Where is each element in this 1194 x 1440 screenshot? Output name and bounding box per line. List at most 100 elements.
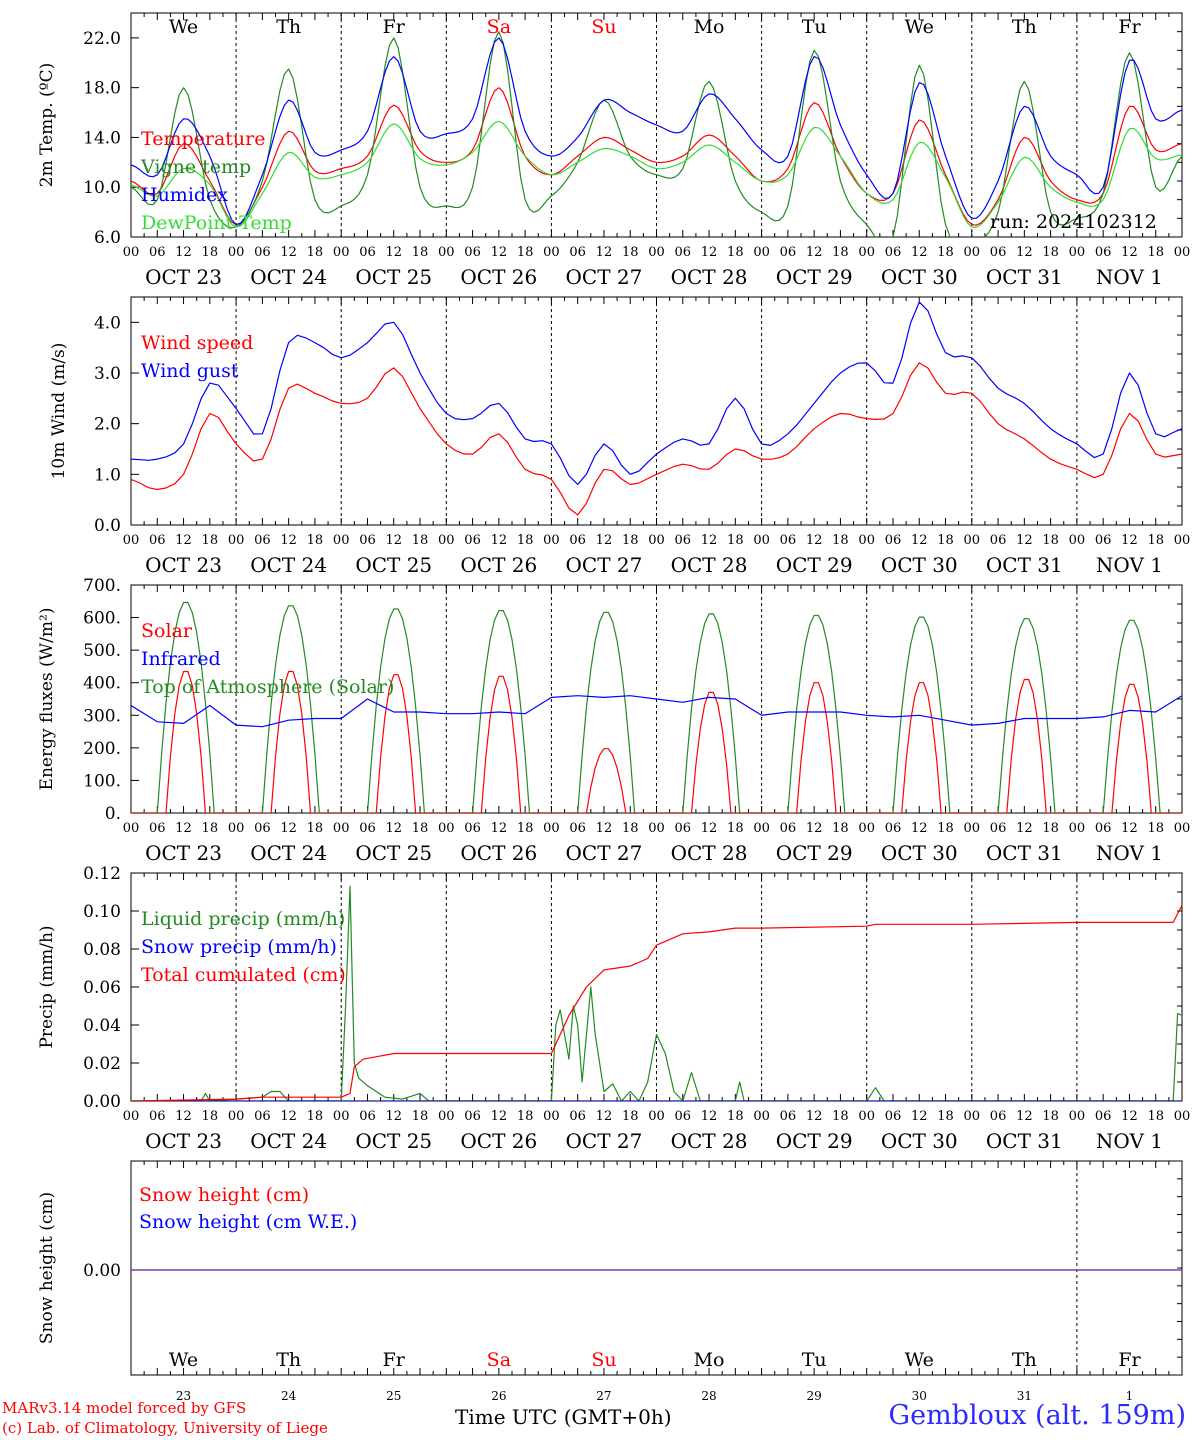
date-label: OCT 30: [881, 265, 958, 289]
temp-series-line: [131, 87, 1182, 226]
legend-entry: Vigne temp: [140, 156, 251, 178]
hour-tick-label: 00: [1174, 245, 1191, 260]
hour-tick-label: 12: [175, 533, 192, 548]
solar-line: [131, 670, 1182, 813]
y-axis-title: Precip (mm/h): [37, 925, 57, 1048]
hour-tick-label: 18: [412, 533, 429, 548]
hour-tick-label: 18: [412, 1109, 429, 1124]
hour-tick-label: 00: [753, 1109, 770, 1124]
hour-tick-label: 06: [990, 1109, 1007, 1124]
temp-series-line: [131, 120, 1182, 228]
hour-tick-label: 18: [1147, 533, 1164, 548]
hour-tick-label: 00: [543, 1109, 560, 1124]
day-number-label: 29: [807, 1389, 822, 1403]
temp-series-line: [131, 37, 1182, 226]
legend-entry: Liquid precip (mm/h): [141, 908, 345, 930]
weekday-label: Th: [276, 16, 301, 38]
date-label: OCT 24: [250, 1129, 327, 1153]
lab-credit: (c) Lab. of Climatology, University of L…: [2, 1419, 328, 1437]
hour-tick-label: 00: [648, 1109, 665, 1124]
wind-series-line: [131, 362, 1182, 516]
hour-tick-label: 06: [1095, 533, 1112, 548]
hour-tick-label: 18: [622, 245, 639, 260]
hour-tick-label: 06: [569, 533, 586, 548]
weekday-label: Su: [591, 1349, 616, 1371]
weekday-label: We: [169, 1349, 198, 1371]
hour-tick-label: 00: [1174, 821, 1191, 836]
date-label: OCT 28: [671, 553, 748, 577]
hour-tick-label: 00: [858, 1109, 875, 1124]
hour-tick-label: 12: [491, 245, 508, 260]
hour-tick-label: 00: [964, 245, 981, 260]
y-tick-label: 0.02: [83, 1054, 121, 1074]
hour-tick-label: 18: [1042, 533, 1059, 548]
hour-tick-label: 18: [412, 245, 429, 260]
y-axis-title: Snow height (cm): [37, 1192, 57, 1344]
hour-tick-label: 06: [1095, 1109, 1112, 1124]
date-label: OCT 30: [881, 553, 958, 577]
hour-tick-label: 00: [753, 245, 770, 260]
day-number-label: 31: [1017, 1389, 1032, 1403]
hour-tick-label: 00: [228, 821, 245, 836]
hour-tick-label: 06: [149, 245, 166, 260]
weekday-label: We: [905, 16, 934, 38]
hour-tick-label: 00: [333, 1109, 350, 1124]
hour-tick-label: 18: [307, 533, 324, 548]
legend-entry: Snow precip (mm/h): [141, 936, 337, 958]
hour-tick-label: 00: [333, 245, 350, 260]
weekday-label: Fr: [383, 1349, 406, 1371]
hour-tick-label: 00: [1174, 533, 1191, 548]
hour-tick-label: 12: [1016, 821, 1033, 836]
hour-tick-label: 18: [937, 821, 954, 836]
hour-tick-label: 06: [990, 245, 1007, 260]
run-annotation: run: 2024102312: [990, 211, 1157, 233]
hour-tick-label: 12: [175, 821, 192, 836]
date-label: OCT 27: [566, 841, 643, 865]
hour-tick-label: 00: [964, 1109, 981, 1124]
hour-tick-label: 06: [1095, 821, 1112, 836]
hour-tick-label: 00: [753, 821, 770, 836]
hour-tick-label: 18: [202, 1109, 219, 1124]
hour-tick-label: 18: [307, 1109, 324, 1124]
hour-tick-label: 12: [806, 245, 823, 260]
hour-tick-label: 12: [911, 533, 928, 548]
hour-tick-label: 18: [832, 821, 849, 836]
y-tick-label: 500.: [83, 641, 121, 661]
hour-tick-label: 18: [1147, 245, 1164, 260]
y-tick-label: 3.0: [94, 364, 121, 384]
y-tick-label: 6.0: [94, 228, 121, 248]
hour-tick-label: 06: [885, 1109, 902, 1124]
hour-tick-label: 00: [858, 245, 875, 260]
hour-tick-label: 12: [596, 533, 613, 548]
y-tick-label: 0.08: [83, 940, 121, 960]
legend-entry: Total cumulated (cm): [141, 964, 346, 986]
y-tick-label: 700.: [83, 576, 121, 596]
hour-tick-label: 06: [569, 821, 586, 836]
weekday-label: Fr: [383, 16, 406, 38]
legend-entry: DewPoint Temp: [141, 212, 292, 234]
hour-tick-label: 18: [937, 533, 954, 548]
legend-entry: Solar: [141, 620, 193, 642]
hour-tick-label: 18: [202, 245, 219, 260]
hour-tick-label: 12: [911, 245, 928, 260]
hour-tick-label: 06: [464, 1109, 481, 1124]
hour-tick-label: 06: [464, 821, 481, 836]
weekday-label: Th: [1012, 16, 1037, 38]
hour-tick-label: 12: [491, 533, 508, 548]
station-name: Gembloux (alt. 159m): [888, 1400, 1186, 1431]
hour-tick-label: 00: [228, 1109, 245, 1124]
hour-tick-label: 18: [622, 821, 639, 836]
hour-tick-label: 00: [648, 245, 665, 260]
hour-tick-label: 00: [1069, 245, 1086, 260]
precip-series-line: [131, 905, 1182, 1101]
weekday-label: Sa: [487, 1349, 511, 1371]
hour-tick-label: 00: [858, 821, 875, 836]
date-label: OCT 26: [460, 265, 537, 289]
weekday-label: Fr: [1118, 16, 1141, 38]
date-label: NOV 1: [1096, 1129, 1163, 1153]
date-label: OCT 29: [776, 265, 853, 289]
date-label: OCT 24: [250, 841, 327, 865]
day-number-label: 24: [281, 1389, 297, 1403]
hour-tick-label: 00: [858, 533, 875, 548]
